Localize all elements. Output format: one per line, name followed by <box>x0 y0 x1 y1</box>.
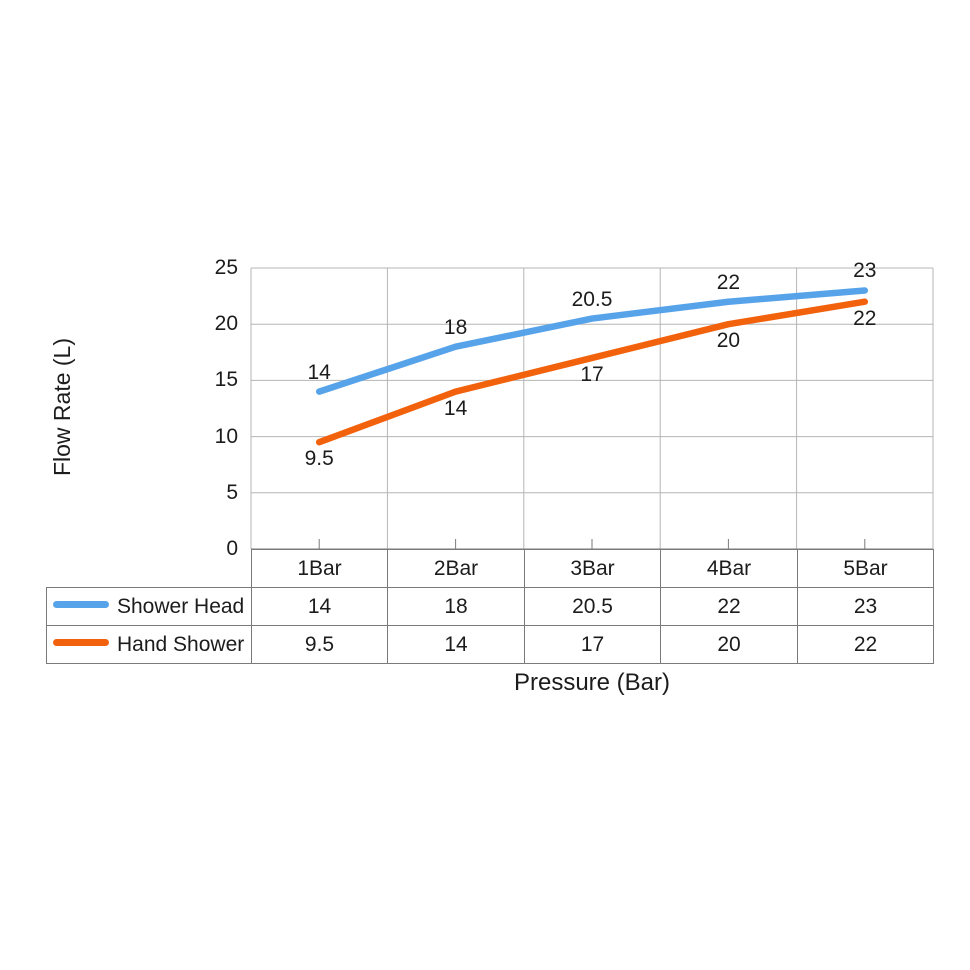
y-tick-label: 20 <box>214 312 238 336</box>
y-tick-label: 0 <box>226 537 238 560</box>
y-tick-label: 25 <box>214 256 238 279</box>
data-label: 22 <box>853 306 877 330</box>
data-label: 18 <box>443 315 468 339</box>
series-line-shower-head <box>315 287 869 395</box>
legend-swatch-hand-shower <box>53 639 109 647</box>
data-label: 9.5 <box>304 447 334 471</box>
x-axis-labels-row: 1Bar 2Bar 3Bar 4Bar 5Bar <box>47 549 934 588</box>
series-name-label: Hand Shower <box>117 632 245 656</box>
x-axis-label: 2Bar <box>387 549 525 588</box>
data-label: 14 <box>443 396 468 420</box>
table-cell: 20.5 <box>524 587 661 626</box>
table-cell: 18 <box>387 587 525 626</box>
x-axis-label: 1Bar <box>251 549 388 588</box>
data-label: 20.5 <box>571 287 613 311</box>
data-label: 14 <box>307 360 331 384</box>
table-cell: 20 <box>660 625 798 664</box>
y-tick-label: 5 <box>226 480 238 504</box>
table-row-shower-head: Shower Head 14 18 20.5 22 23 <box>46 587 934 626</box>
table-cell: 14 <box>251 587 388 626</box>
table-cell: 17 <box>524 625 661 664</box>
x-axis-label: 5Bar <box>797 549 934 588</box>
table-cell: 23 <box>797 587 934 626</box>
table-cell: 9.5 <box>251 625 388 664</box>
table-cell: 14 <box>387 625 525 664</box>
table-row-hand-shower: Hand Shower 9.5 14 17 20 22 <box>46 625 934 664</box>
legend-swatch-shower-head <box>53 601 109 609</box>
table-cell: 22 <box>660 587 798 626</box>
x-axis-title: Pressure (Bar) <box>513 669 671 696</box>
table-cell: 22 <box>797 625 934 664</box>
x-axis-label: 4Bar <box>660 549 798 588</box>
series-name-cell: Shower Head <box>46 587 252 626</box>
data-label: 20 <box>716 329 741 353</box>
series-line-hand-shower <box>315 298 869 446</box>
table-corner-spacer <box>47 550 252 588</box>
data-table: 1Bar 2Bar 3Bar 4Bar 5Bar Shower Head 14 … <box>46 549 934 664</box>
y-tick-label: 10 <box>214 424 238 448</box>
data-label: 23 <box>853 259 877 283</box>
series-name-label: Shower Head <box>117 594 245 618</box>
data-label: 17 <box>580 362 604 386</box>
y-tick-label: 15 <box>214 368 238 392</box>
series-name-cell: Hand Shower <box>46 625 252 664</box>
data-label: 22 <box>716 270 741 294</box>
x-axis-label: 3Bar <box>524 549 661 588</box>
